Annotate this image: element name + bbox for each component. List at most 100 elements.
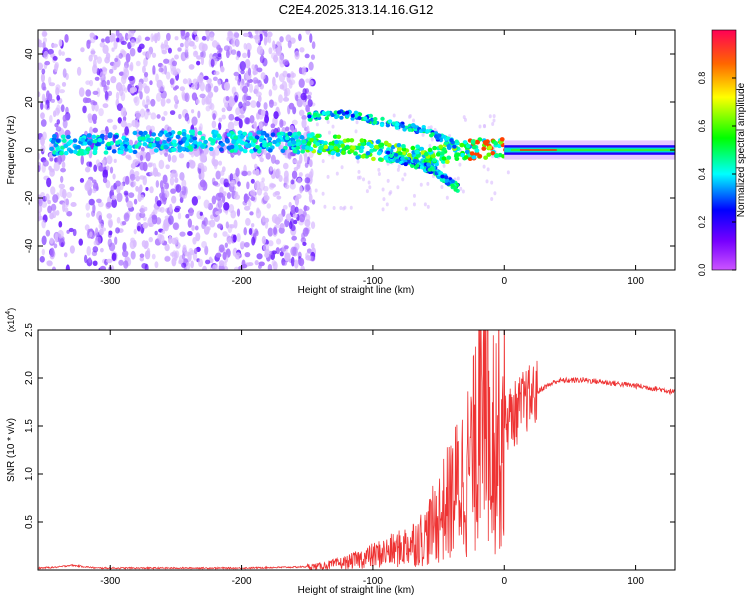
heatmap-cell [360, 154, 366, 159]
heatmap-cell [210, 214, 214, 220]
heatmap-cell [475, 140, 480, 145]
heatmap-cell [49, 168, 55, 177]
heatmap-cell [93, 240, 98, 246]
heatmap-cell [464, 149, 470, 155]
heatmap-cell [85, 97, 92, 104]
heatmap-cell [397, 164, 401, 169]
heatmap-cell [440, 185, 444, 190]
heatmap-cell [404, 206, 408, 211]
heatmap-cell [49, 146, 54, 152]
heatmap-cell [397, 146, 402, 152]
heatmap-cell [280, 148, 286, 153]
heatmap-cell [165, 133, 170, 138]
snr-scale-exp: 4 [5, 311, 12, 315]
heatmap-cell [300, 149, 306, 154]
heatmap-cell [156, 114, 161, 119]
heatmap-cell [135, 175, 140, 182]
heatmap-cell [485, 179, 489, 184]
heatmap-cell [305, 30, 311, 35]
heatmap-cell [168, 215, 174, 225]
heatmap-cell [137, 81, 143, 92]
heatmap-cell [309, 80, 314, 86]
heatmap-cell [149, 162, 155, 167]
heatmap-cell [122, 242, 127, 253]
heatmap-cell [196, 60, 201, 66]
heatmap-cell [396, 185, 400, 190]
heatmap-cell [199, 81, 205, 92]
heatmap-cell [376, 151, 382, 156]
heatmap-cell [225, 128, 230, 134]
heatmap-cell [301, 66, 307, 76]
heatmap-cell [200, 170, 205, 180]
heatmap-cell [212, 113, 216, 121]
heatmap-cell [78, 87, 85, 97]
heatmap-cell [242, 131, 248, 137]
heatmap-cell [153, 32, 160, 38]
heatmap-cell [205, 30, 210, 37]
heatmap-cell [41, 235, 47, 246]
heatmap-cell [171, 60, 178, 67]
heatmap-cell [377, 167, 381, 172]
heatmap-cell [80, 155, 85, 165]
heatmap-cell [159, 234, 165, 244]
heatmap-cell [400, 156, 405, 161]
heatmap-cell [318, 145, 323, 151]
heatmap-cell [273, 111, 279, 120]
heatmap-cell [301, 114, 307, 121]
heatmap-cell [211, 157, 216, 165]
spectrogram-ytick-label: 20 [24, 96, 35, 108]
heatmap-cell [315, 141, 321, 147]
heatmap-cell [85, 147, 91, 152]
heatmap-cell [426, 204, 430, 209]
heatmap-cell [359, 145, 365, 150]
heatmap-cell [54, 232, 59, 243]
heatmap-cell [116, 37, 120, 43]
heatmap-cell [106, 141, 111, 147]
heatmap-cell [425, 129, 430, 134]
heatmap-cell [205, 94, 212, 105]
heatmap-cell [143, 76, 149, 83]
heatmap-cell [178, 140, 184, 145]
heatmap-cell [42, 41, 46, 50]
heatmap-cell [307, 114, 312, 119]
heatmap-cell [223, 266, 229, 270]
heatmap-cell [340, 150, 346, 155]
heatmap-cell [371, 156, 376, 162]
heatmap-cell [282, 204, 288, 210]
heatmap-cell [106, 79, 110, 86]
heatmap-cell [98, 222, 104, 230]
heatmap-cell [328, 145, 334, 150]
heatmap-cell [184, 112, 190, 122]
heatmap-cell [269, 166, 273, 172]
heatmap-cell [191, 196, 199, 206]
heatmap-cell [172, 142, 178, 148]
heatmap-cell [237, 181, 241, 187]
heatmap-cell [443, 141, 449, 146]
heatmap-cell [406, 152, 412, 158]
heatmap-cell [181, 253, 186, 260]
heatmap-cell [86, 133, 92, 138]
heatmap-cell [192, 136, 198, 141]
heatmap-cell [39, 256, 45, 263]
heatmap-cell [491, 121, 495, 126]
heatmap-cell [387, 119, 393, 124]
heatmap-cell [270, 154, 276, 164]
heatmap-cell [184, 92, 190, 103]
heatmap-cell [201, 97, 206, 106]
heatmap-cell [63, 252, 68, 258]
heatmap-cell [285, 213, 292, 222]
heatmap-cell [474, 148, 480, 153]
heatmap-cell [143, 71, 149, 78]
snr-ytick-label: 0.5 [24, 515, 35, 529]
heatmap-cell [275, 138, 281, 143]
heatmap-cell [200, 136, 206, 141]
heatmap-cell [140, 205, 146, 215]
heatmap-cell [105, 52, 111, 61]
heatmap-cell [127, 156, 132, 161]
heatmap-cell [299, 213, 306, 223]
heatmap-cell [116, 216, 121, 224]
heatmap-cell [340, 143, 346, 148]
heatmap-cell [440, 151, 445, 156]
heatmap-cell [356, 159, 360, 164]
heatmap-cell [147, 111, 151, 116]
